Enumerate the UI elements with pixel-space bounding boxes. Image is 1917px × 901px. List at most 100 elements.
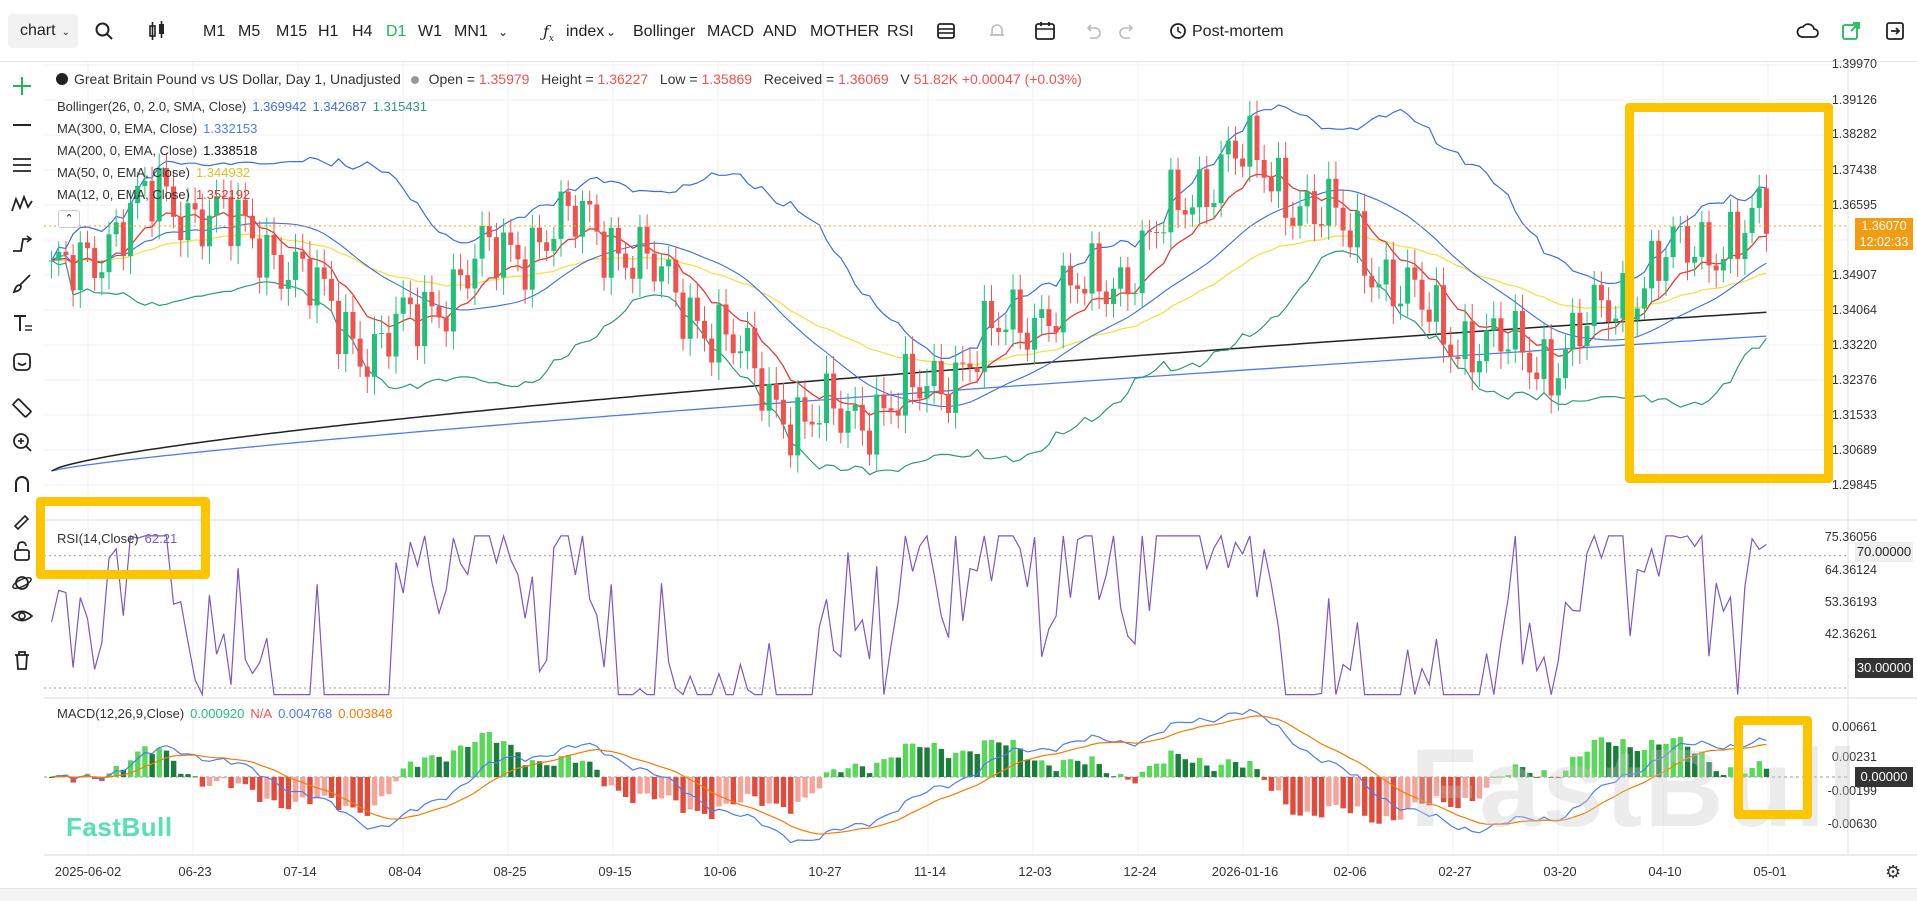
collapse-legend-button[interactable]: ⌃ xyxy=(58,210,80,228)
candle-body xyxy=(135,185,141,204)
calendar-icon[interactable] xyxy=(1030,16,1060,46)
fastbull-logo: FastBull xyxy=(66,812,173,842)
macd-histogram-bar xyxy=(1462,777,1468,798)
price-tick: 1.32376 xyxy=(1831,373,1877,387)
wave-pattern-icon[interactable] xyxy=(8,190,36,218)
macd-label: MACD(12,26,9,Close) xyxy=(57,706,185,721)
cloud-sync-icon[interactable] xyxy=(1793,16,1823,46)
tf-h4[interactable]: H4 xyxy=(352,23,373,40)
macd-tick: 0.00661 xyxy=(1831,720,1877,734)
candle-body xyxy=(120,222,126,257)
tf-m15[interactable]: M15 xyxy=(276,23,308,40)
macd-histogram-bar xyxy=(1218,764,1224,777)
zoom-in-icon[interactable] xyxy=(8,428,36,456)
tf-m5[interactable]: M5 xyxy=(238,23,261,40)
search-icon[interactable] xyxy=(89,16,119,46)
draw-lock-icon[interactable] xyxy=(8,505,36,533)
rsi-level-30: 30.00000 xyxy=(1855,658,1913,678)
candle-body xyxy=(465,275,471,289)
tf-m1[interactable]: M1 xyxy=(203,23,226,40)
candle-body xyxy=(1728,211,1734,259)
candle-body xyxy=(895,410,901,416)
indicator-bollinger[interactable]: Bollinger xyxy=(633,23,696,40)
layout-icon[interactable] xyxy=(931,16,961,46)
macd-histogram-bar xyxy=(888,757,894,777)
index-button[interactable]: index xyxy=(566,23,605,40)
history-icon xyxy=(1163,16,1193,46)
macd-histogram-bar xyxy=(1240,767,1246,777)
eye-icon[interactable] xyxy=(8,602,36,630)
macd-histogram-bar xyxy=(1383,777,1389,817)
brush-icon[interactable] xyxy=(8,269,36,297)
macd-histogram-bar xyxy=(443,761,450,777)
drawing-toolbar xyxy=(0,62,44,862)
tf-h1[interactable]: H1 xyxy=(318,23,339,40)
bottom-scrollbar[interactable] xyxy=(0,888,1917,901)
magnet-icon[interactable] xyxy=(8,471,36,499)
undo-icon[interactable] xyxy=(1078,16,1108,46)
candle-body xyxy=(328,278,334,301)
candle-body xyxy=(1692,256,1698,263)
macd-histogram-bar xyxy=(1369,777,1375,823)
indicator-and[interactable]: AND xyxy=(763,23,797,40)
macd-histogram-bar xyxy=(1527,772,1533,777)
emoji-icon[interactable] xyxy=(8,348,36,376)
post-mortem-button[interactable]: Post-mortem xyxy=(1192,23,1284,40)
macd-tick: -0.00199 xyxy=(1827,784,1877,798)
candle-body xyxy=(271,234,277,255)
text-tool-icon[interactable] xyxy=(8,309,36,337)
horizontal-line-icon[interactable] xyxy=(8,111,36,139)
candle-body xyxy=(1749,207,1755,234)
planet-icon[interactable] xyxy=(8,569,36,597)
candle-body xyxy=(56,251,62,261)
candle-body xyxy=(1527,352,1533,373)
exit-fullscreen-icon[interactable] xyxy=(1880,16,1910,46)
candle-body xyxy=(910,353,916,388)
redo-icon[interactable] xyxy=(1112,16,1142,46)
settings-gear-icon[interactable]: ⚙ xyxy=(1885,862,1902,882)
tf-mn1[interactable]: MN1 xyxy=(454,23,488,40)
candle-body xyxy=(1082,288,1088,294)
indicator-mother[interactable]: MOTHER xyxy=(810,23,880,40)
share-icon[interactable] xyxy=(1836,16,1866,46)
macd-tick: 0.00231 xyxy=(1831,750,1877,764)
trend-arrow-icon[interactable] xyxy=(8,230,36,258)
macd-tick: -0.00630 xyxy=(1827,817,1877,831)
price-tick: 1.36595 xyxy=(1831,198,1877,212)
chevron-down-icon[interactable]: ⌄ xyxy=(606,25,617,39)
candle-body xyxy=(1484,330,1490,362)
chart-select[interactable]: chart ⌄ xyxy=(8,14,78,48)
macd-histogram-bar xyxy=(1125,777,1131,780)
macd-histogram-bar xyxy=(1175,753,1181,777)
candle-body xyxy=(809,421,815,425)
macd-histogram-bar xyxy=(371,777,378,806)
ruler-icon[interactable] xyxy=(8,394,36,422)
indicator-macd[interactable]: MACD xyxy=(707,23,755,40)
rsi-tick: 53.36193 xyxy=(1824,595,1877,609)
macd-histogram-bar xyxy=(1405,777,1411,809)
candle-body xyxy=(1175,169,1181,211)
candle-body xyxy=(1699,222,1705,257)
chevron-down-icon[interactable]: ⌄ xyxy=(498,25,509,39)
macd-histogram-bar xyxy=(221,777,227,779)
channel-lines-icon[interactable] xyxy=(8,151,36,179)
macd-histogram-bar xyxy=(981,740,988,777)
x-tick: 10-06 xyxy=(703,864,737,879)
volume-label: V xyxy=(900,71,910,87)
candle-body xyxy=(874,394,880,455)
macd-histogram-bar xyxy=(1268,777,1275,791)
candle-body xyxy=(1304,191,1310,207)
candle-type-icon[interactable] xyxy=(142,16,172,46)
tf-w1[interactable]: W1 xyxy=(418,23,442,40)
crosshair-plus-icon[interactable] xyxy=(8,72,36,100)
candle-body xyxy=(228,197,234,247)
indicator-rsi[interactable]: RSI xyxy=(887,23,914,40)
unlock-icon[interactable] xyxy=(8,537,36,565)
candle-body xyxy=(931,361,937,387)
trash-icon[interactable] xyxy=(8,646,36,674)
alert-bell-icon[interactable] xyxy=(982,16,1012,46)
macd-histogram-bar xyxy=(1649,739,1655,777)
tf-d1[interactable]: D1 xyxy=(386,23,407,40)
price-tick: 1.31533 xyxy=(1831,408,1877,422)
